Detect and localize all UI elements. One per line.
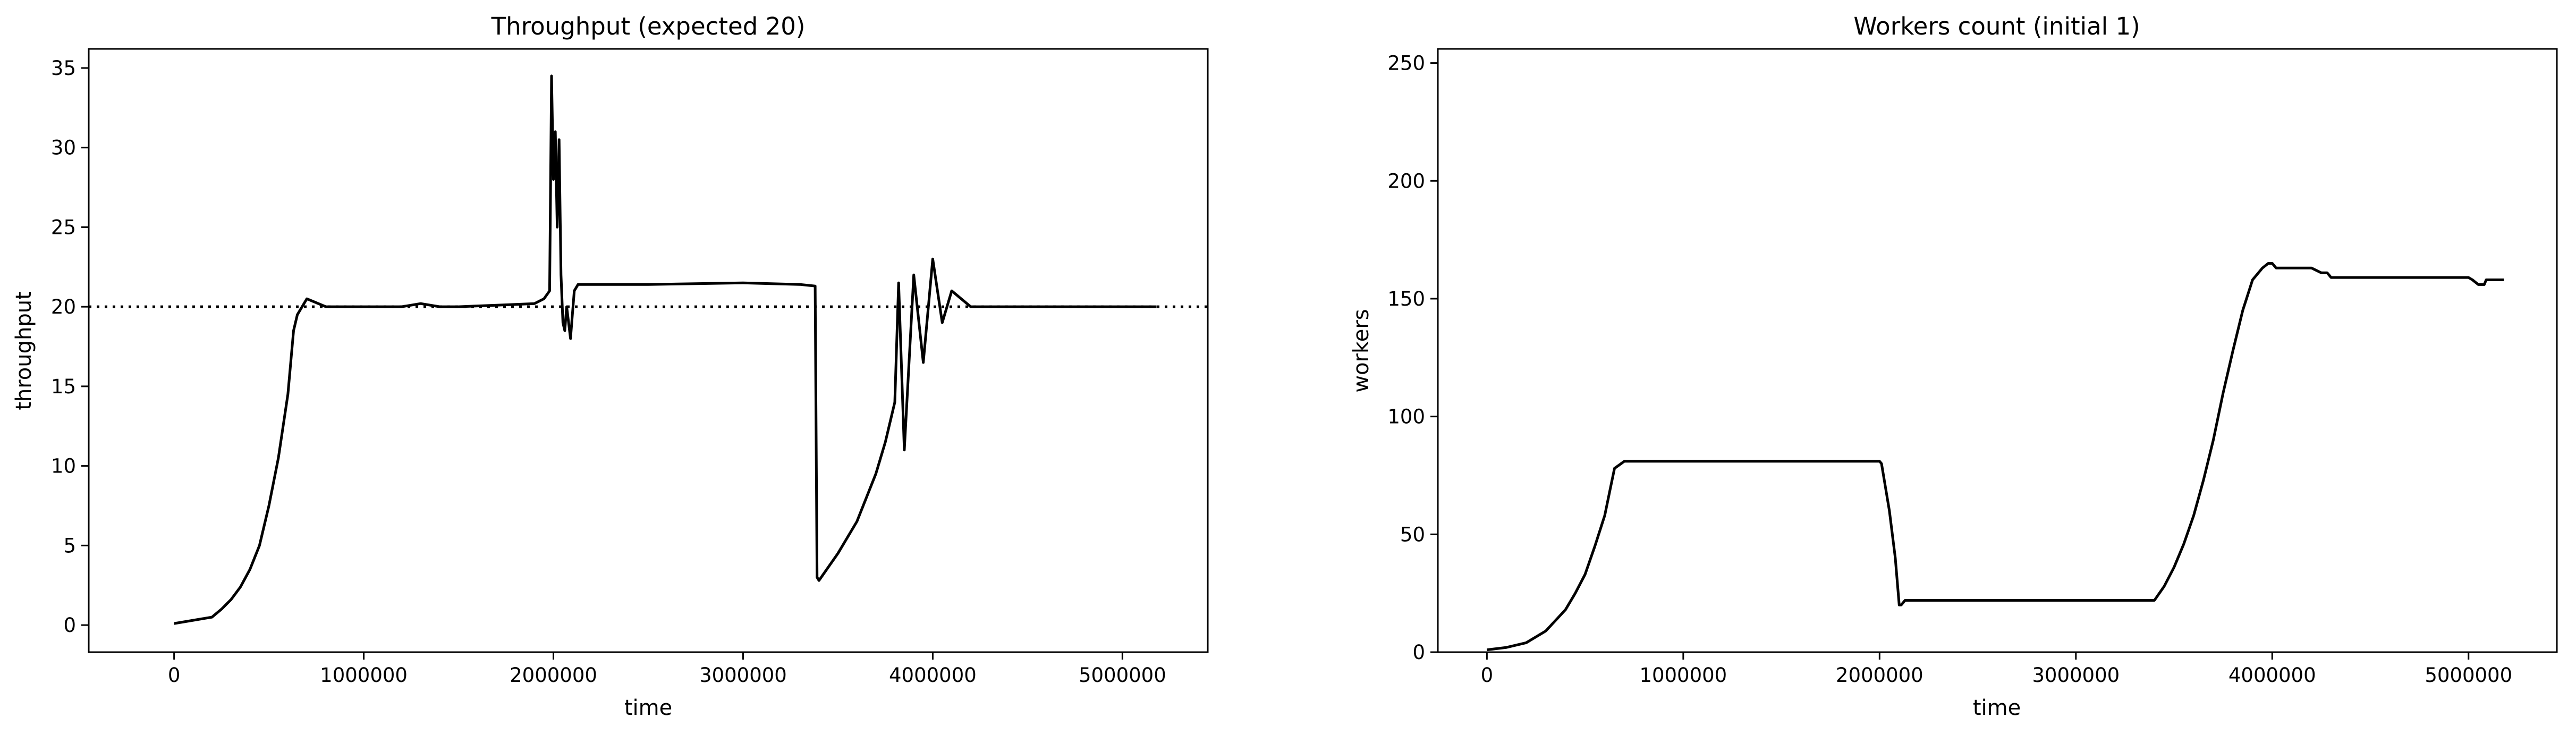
workers-y-tick-label: 250 [1387, 52, 1425, 75]
workers-y-tick-label: 50 [1400, 523, 1425, 546]
workers-series-line [1487, 262, 2504, 652]
workers-x-tick-label: 2000000 [1836, 664, 1923, 687]
throughput-series-line [174, 74, 1157, 625]
workers-y-axis-label: workers [1349, 309, 1374, 392]
workers-y-tick-label: 200 [1387, 170, 1425, 192]
workers-x-tick-label: 4000000 [2228, 664, 2316, 687]
workers-y-tick-label: 0 [1412, 641, 1425, 664]
workers-chart: Workers count (initial 1) time workers 0… [1349, 12, 2558, 720]
throughput-chart: Throughput (expected 20) time throughput… [12, 12, 1209, 720]
throughput-x-tick-label: 5000000 [1079, 664, 1166, 687]
workers-x-tick-label: 1000000 [1639, 664, 1727, 687]
throughput-y-tick-label: 0 [63, 614, 76, 637]
throughput-y-tick-label: 25 [51, 216, 76, 239]
throughput-x-tick-label: 1000000 [320, 664, 408, 687]
throughput-y-tick-label: 30 [51, 137, 76, 159]
workers-ticks: 0 1000000 2000000 3000000 4000000 5000000 0 50 1… [1387, 52, 2512, 687]
throughput-plot-area [89, 74, 1208, 625]
throughput-axes-frame [88, 48, 1209, 653]
throughput-x-tick-label: 4000000 [889, 664, 977, 687]
throughput-y-tick-label: 20 [51, 296, 76, 318]
workers-x-tick-label: 0 [1481, 664, 1494, 687]
throughput-y-tick-label: 15 [51, 375, 76, 398]
workers-chart-title: Workers count (initial 1) [1853, 12, 2140, 40]
throughput-ticks: 0 1000000 2000000 3000000 4000000 5000000 0 5 10… [51, 57, 1166, 687]
workers-plot-area [1487, 262, 2504, 652]
throughput-y-tick-label: 10 [51, 455, 76, 478]
workers-x-axis-label: time [1973, 696, 2021, 720]
throughput-x-tick-label: 2000000 [510, 664, 597, 687]
throughput-y-tick-label: 35 [51, 57, 76, 80]
throughput-x-tick-label: 3000000 [699, 664, 787, 687]
workers-x-tick-label: 3000000 [2032, 664, 2120, 687]
throughput-x-axis-label: time [624, 696, 672, 720]
workers-y-tick-label: 150 [1387, 288, 1425, 310]
throughput-chart-title: Throughput (expected 20) [491, 12, 806, 40]
throughput-y-axis-label: throughput [12, 291, 36, 410]
throughput-x-tick-label: 0 [168, 664, 181, 687]
workers-y-tick-label: 100 [1387, 406, 1425, 428]
workers-x-tick-label: 5000000 [2425, 664, 2512, 687]
workers-axes-frame [1437, 48, 2558, 653]
throughput-y-tick-label: 5 [63, 534, 76, 557]
